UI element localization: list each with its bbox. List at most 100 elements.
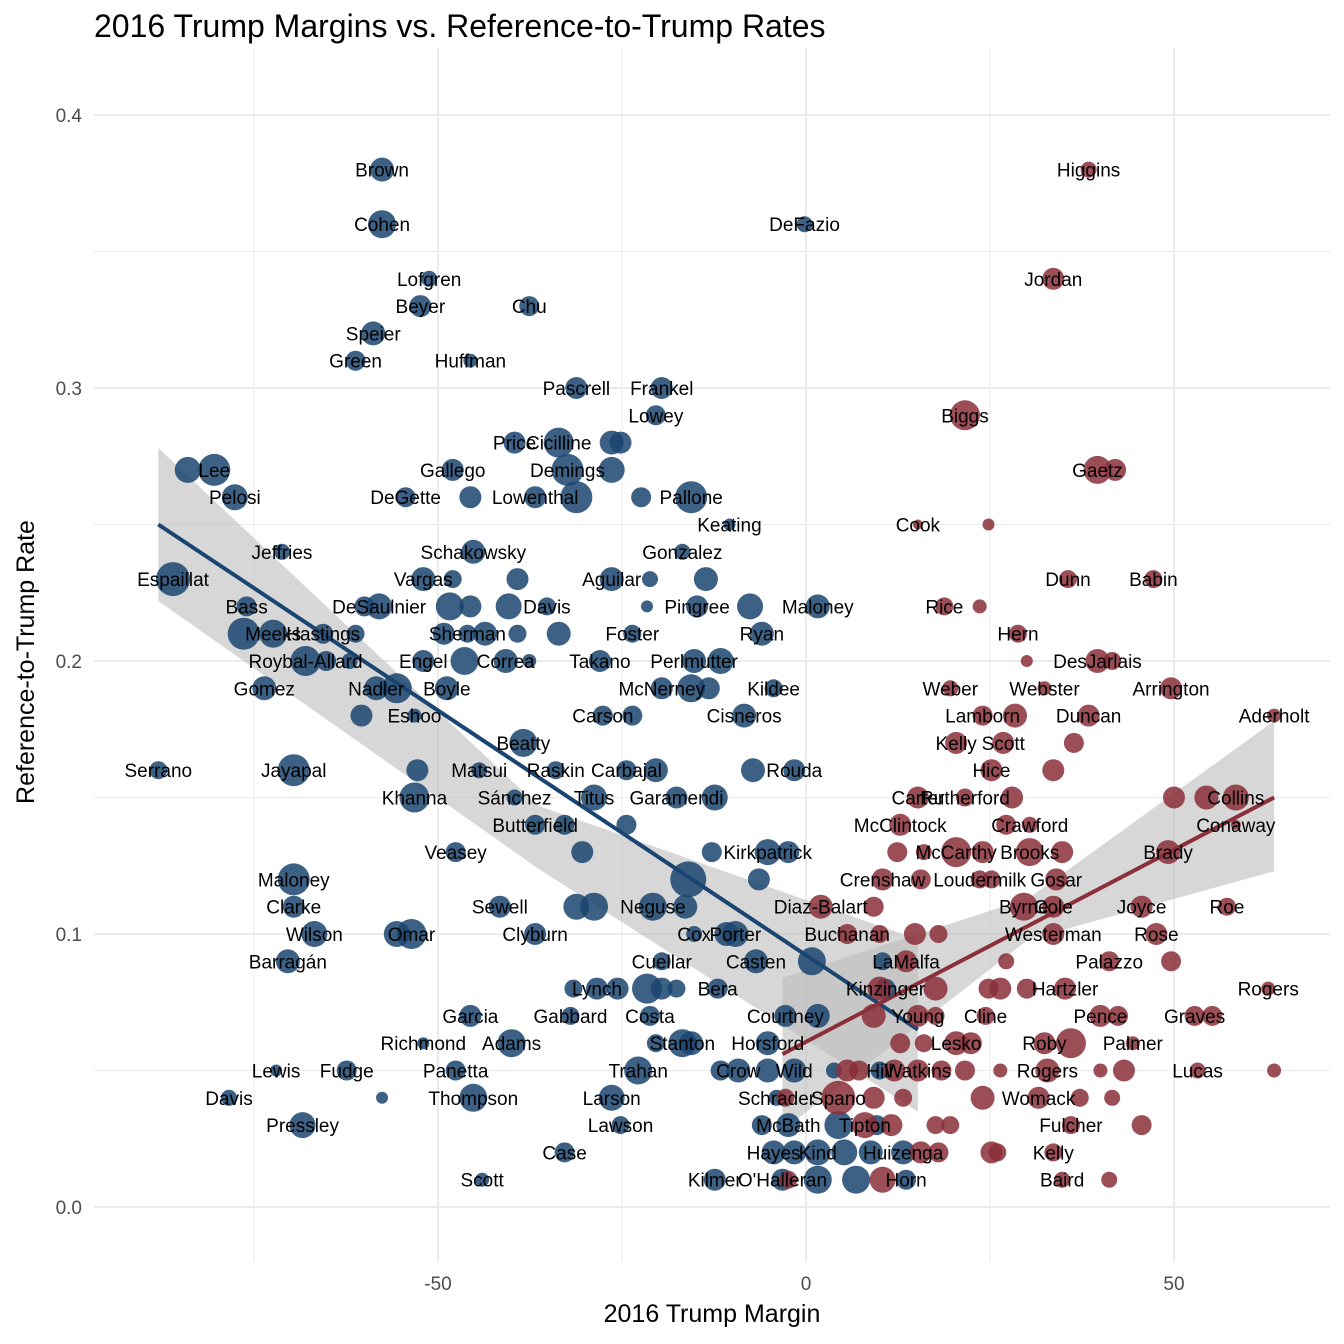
democrat-point <box>368 210 397 239</box>
democrat-point <box>598 1084 625 1111</box>
democrat-point <box>686 926 703 942</box>
point-label: Gonzalez <box>642 543 722 564</box>
point-label: Sánchez <box>478 789 552 810</box>
democrat-point <box>395 487 416 508</box>
democrat-point <box>421 270 438 287</box>
point-label: Brown <box>355 161 409 182</box>
democrat-point <box>679 1031 704 1056</box>
democrat-point <box>350 704 373 727</box>
point-label: Rice <box>925 597 963 618</box>
republican-point <box>1037 681 1052 696</box>
point-label: Arrington <box>1133 679 1210 700</box>
point-label: Raskin <box>527 761 585 782</box>
republican-point <box>1021 816 1038 833</box>
y-tick-label: 0.3 <box>56 379 82 400</box>
republican-point <box>1008 624 1027 643</box>
point-label: Garcia <box>442 1007 498 1028</box>
democrat-point <box>805 1003 830 1028</box>
republican-point <box>808 894 833 919</box>
democrat-point <box>551 453 584 486</box>
democrat-point <box>509 728 538 757</box>
point-label: Kildee <box>747 679 800 700</box>
democrat-point <box>764 679 783 698</box>
republican-point <box>912 519 923 530</box>
point-label: Meeks <box>245 625 301 646</box>
democrat-point <box>546 621 571 646</box>
democrat-point <box>282 895 305 918</box>
point-label: Cisneros <box>707 707 782 728</box>
republican-point <box>931 1060 952 1081</box>
republican-point <box>1202 1005 1223 1026</box>
point-label: Graves <box>1164 1007 1225 1028</box>
republican-point <box>989 977 1012 1000</box>
democrat-point <box>277 754 310 787</box>
democrat-point <box>693 567 718 592</box>
point-label: Lofgren <box>397 270 461 291</box>
point-label: Maloney <box>258 870 330 891</box>
democrat-point <box>411 567 436 592</box>
point-label: Joyce <box>1117 898 1167 919</box>
democrat-point <box>747 868 770 891</box>
democrat-point <box>774 1004 797 1027</box>
point-label: O'Halleran <box>738 1171 827 1192</box>
democrat-point <box>519 296 540 317</box>
point-label: Baird <box>1040 1171 1084 1192</box>
point-label: Scott <box>461 1171 505 1192</box>
republican-point <box>851 1112 878 1139</box>
democrat-point <box>723 518 736 531</box>
democrat-point <box>459 595 482 618</box>
point-label: Butterfield <box>492 816 578 837</box>
democrat-point <box>622 705 643 726</box>
republican-point <box>988 1143 1007 1162</box>
point-label: Conaway <box>1196 816 1276 837</box>
point-label: Kinzinger <box>846 980 926 1001</box>
democrat-point <box>761 1140 786 1165</box>
point-label: Wilson <box>286 925 343 946</box>
point-label: Keating <box>697 516 761 537</box>
republican-point <box>1070 1088 1089 1107</box>
republican-point <box>821 1080 856 1115</box>
republican-point <box>935 597 954 616</box>
democrat-point <box>406 759 429 782</box>
point-label: Veasey <box>424 843 487 864</box>
republican-point <box>909 1141 932 1164</box>
point-label: Rogers <box>1238 980 1299 1001</box>
democrat-point <box>301 921 328 947</box>
point-label: Crow <box>716 1062 761 1083</box>
republican-point <box>926 1116 945 1135</box>
republican-point <box>1016 978 1037 999</box>
democrat-point <box>471 762 488 779</box>
democrat-point <box>641 571 658 588</box>
point-label: Perlmutter <box>650 652 738 673</box>
democrat-point <box>737 593 764 620</box>
democrat-point <box>873 952 892 971</box>
point-label: Neguse <box>620 898 686 919</box>
democrat-point <box>606 977 629 1000</box>
republican-point <box>1103 652 1122 670</box>
point-label: Cook <box>896 516 941 537</box>
democrat-point <box>412 650 435 672</box>
democrat-point <box>616 760 637 781</box>
point-label: Espaillat <box>137 570 210 591</box>
republican-point <box>779 1170 798 1189</box>
point-label: Crenshaw <box>840 870 926 891</box>
point-label: Garamendi <box>629 789 723 810</box>
republican-point <box>1160 677 1183 700</box>
democrat-point <box>842 1165 871 1194</box>
democrat-point <box>831 1139 858 1166</box>
y-tick-label: 0.4 <box>56 106 83 127</box>
democrat-point <box>341 653 358 669</box>
point-label: Porter <box>709 925 761 946</box>
democrat-point <box>707 978 728 999</box>
democrat-point <box>624 1056 653 1085</box>
point-label: Vargas <box>394 570 453 591</box>
democrat-point <box>776 1113 801 1138</box>
republican-point <box>862 1086 885 1109</box>
point-label: LaMalfa <box>872 952 940 973</box>
democrat-point <box>804 1139 831 1166</box>
point-label: Davis <box>523 597 571 618</box>
point-label: Casten <box>726 952 786 973</box>
point-label: Duncan <box>1056 707 1122 728</box>
point-label: Lamborn <box>945 707 1020 728</box>
republican-point <box>895 950 918 973</box>
